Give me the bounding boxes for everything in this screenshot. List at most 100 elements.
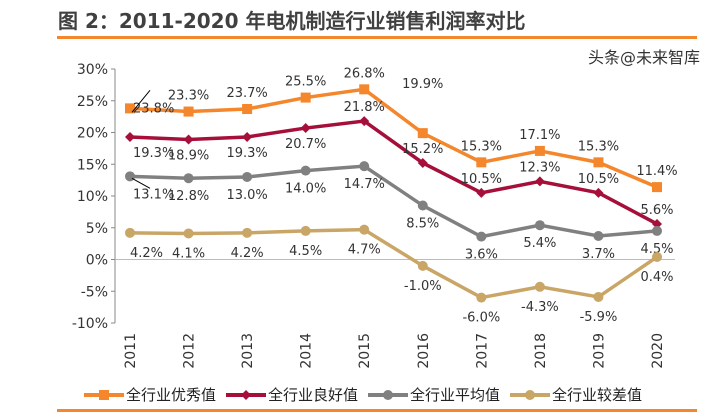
data-label: 20.7% [285,137,326,152]
y-tick-label: 0% [86,253,108,269]
data-label: -4.3% [521,300,559,315]
data-point [593,231,604,242]
data-label: 12.3% [519,160,560,175]
x-tick-label: 2015 [357,333,373,369]
bottom-rule [57,409,697,412]
legend-swatch-icon [84,389,124,400]
data-point [359,161,370,172]
legend-label: 全行业优秀值 [126,386,217,404]
x-tick-label: 2011 [123,333,139,369]
data-point [300,123,311,134]
data-label: 8.5% [406,217,439,232]
y-tick-label: 20% [77,126,108,142]
data-point [242,171,253,182]
legend-item: 全行业较差值 [510,384,642,405]
legend-swatch-icon [368,389,409,400]
y-tick-label: 30% [77,62,108,78]
x-tick-label: 2016 [416,333,432,369]
data-label: 26.8% [344,66,385,81]
data-point [242,104,253,115]
data-label: 18.9% [168,148,209,163]
data-point [534,145,545,156]
series-2: 19.3%18.9% 19.3%20.7%21.8%15.2%10.5%12.3%… [125,100,674,229]
data-point [183,228,194,239]
data-label: 4.5% [640,242,673,257]
data-point [476,157,487,168]
data-label: 4.7% [348,243,381,258]
data-label: 21.8% [344,100,385,115]
data-label: -1.0% [404,279,442,294]
legend-swatch-icon [226,389,267,400]
data-label: -6.0% [462,311,500,326]
data-label: 12.8% [168,189,209,204]
data-point [652,218,662,229]
series-line [129,87,658,189]
data-point [125,103,135,114]
data-point [183,106,194,117]
data-label: 3.7% [582,247,615,262]
data-point [476,292,487,303]
data-point [417,157,428,168]
x-tick-label: 2020 [650,333,666,369]
data-point [242,131,253,142]
data-label: 13.0% [226,188,267,203]
data-label: 17.1% [519,128,560,143]
y-tick-label: 25% [77,94,108,110]
data-point [125,227,135,238]
data-label: 3.6% [465,248,498,263]
x-tick-label: 2012 [182,333,198,369]
data-label: 25.5% [285,75,326,90]
x-tick-label: 2013 [240,333,256,369]
data-point [652,225,662,236]
y-tick-label: 10% [77,189,108,205]
data-label: 14.0% [285,182,326,197]
data-point [300,165,311,176]
data-point [417,128,428,139]
leader-line [131,177,151,189]
series-line [129,227,658,300]
data-point [125,171,135,182]
data-label: 15.3% [578,139,619,154]
data-point [534,281,545,292]
data-point [183,134,194,145]
data-point [417,260,428,271]
legend: 全行业优秀值 全行业良好值 全行业平均值 全行业较差值 [84,384,642,405]
legend-item: 全行业良好值 [226,384,358,405]
data-label: 4.5% [289,244,322,259]
y-tick-label: -5% [81,284,108,300]
data-point [300,92,311,103]
x-tick-label: 2018 [533,333,549,369]
series-1: 23.8%23.3% 23.7% 25.5% 26.8% 19.9% 15.3% 17.1%… [125,66,678,193]
data-point [534,220,545,231]
data-point [476,231,487,242]
data-label: 23.3% [168,89,209,104]
data-point [359,84,370,95]
data-label: 11.4% [636,164,677,179]
data-point [359,116,370,127]
data-label: 0.4% [640,270,673,285]
x-tick-label: 2017 [474,333,490,369]
series-line [129,164,658,239]
data-label: 4.2% [130,246,163,261]
data-label: 4.2% [231,246,264,261]
series-3: 13.1%12.8% 13.0% 14.0% 14.7% 8.5% 3.6% 5.4% 3.7… [125,161,674,263]
series-line [129,119,658,226]
legend-swatch-icon [510,389,551,400]
data-point [417,200,428,211]
y-tick-label: -10% [72,316,108,332]
data-label: 15.2% [402,142,443,157]
data-point [476,187,487,198]
data-label: 19.3% [133,146,174,161]
data-label: 23.8% [133,101,174,116]
data-point [125,131,135,142]
watermark: 头条@未来智库 [588,48,701,67]
chart-title: 图 2：2011-2020 年电机制造行业销售利润率对比 [58,9,526,33]
data-point [359,224,370,235]
legend-label: 全行业良好值 [268,386,359,404]
data-label: 10.5% [578,172,619,187]
x-tick-label: 2019 [591,333,607,369]
data-label: 15.3% [461,139,502,154]
legend-item: 全行业平均值 [368,384,500,405]
x-tick-label: 2014 [299,333,315,369]
